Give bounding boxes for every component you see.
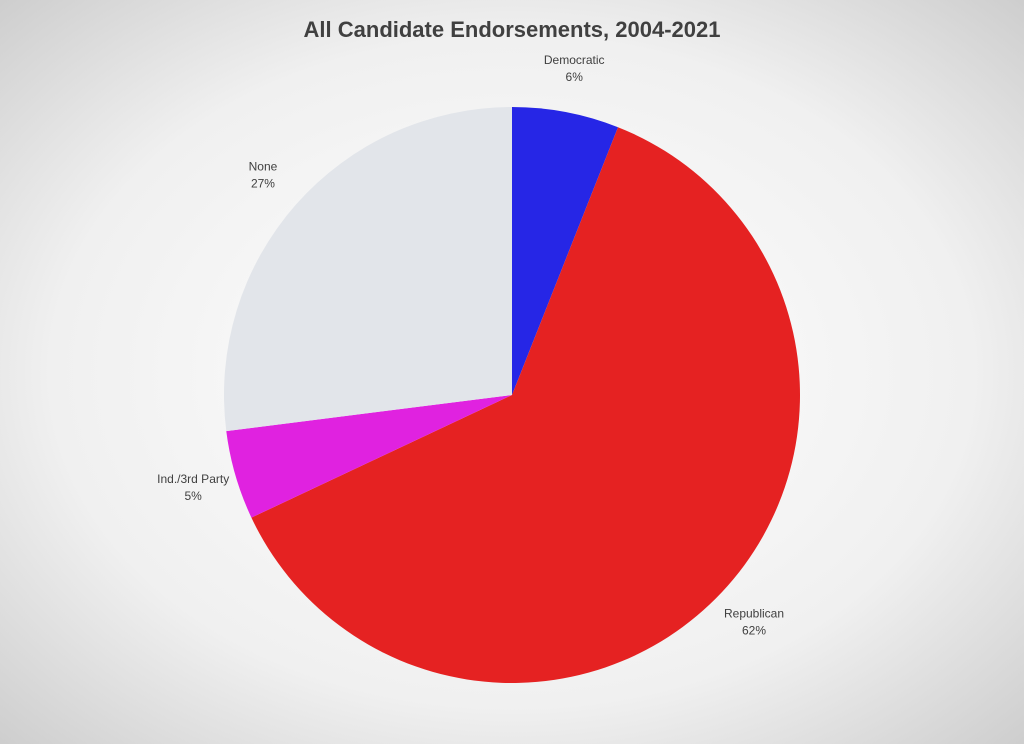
slice-label: Republican (724, 606, 784, 620)
value-label: 5% (185, 489, 203, 503)
pie-slice (223, 107, 512, 432)
value-label: 27% (251, 177, 275, 191)
pie-slice (512, 107, 619, 395)
slice-label: Democratic (544, 53, 605, 67)
pie-slice (251, 127, 801, 684)
slice-label: Ind./3rd Party (157, 472, 229, 486)
value-label: 6% (566, 70, 584, 84)
slice-label: None (249, 160, 278, 174)
value-label: 62% (742, 623, 766, 637)
pie-slice (226, 395, 512, 518)
chart-title: All Candidate Endorsements, 2004-2021 (304, 17, 721, 42)
